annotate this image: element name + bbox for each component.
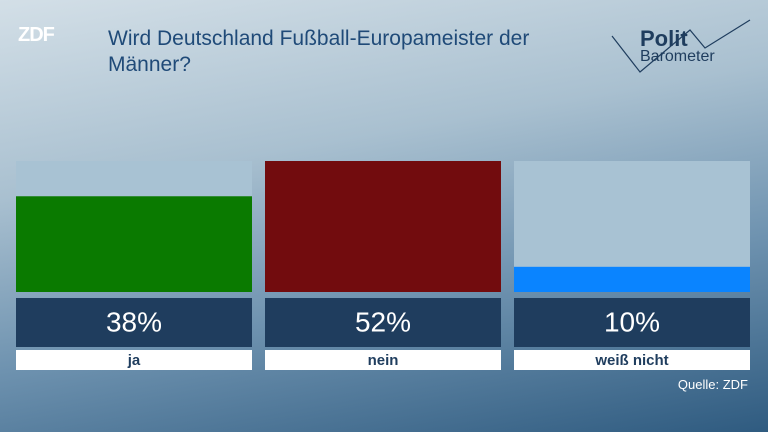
broadcaster-logo: ZDF: [18, 24, 55, 46]
value-box: [16, 298, 252, 347]
value-label: 38%: [106, 306, 162, 337]
category-label: nein: [368, 352, 399, 369]
category-label: weiß nicht: [594, 352, 668, 369]
logo-line: [611, 19, 751, 73]
source: Quelle: ZDF: [677, 377, 748, 392]
chart-title: Wird Deutschland Fußball-Europameister d…: [108, 27, 530, 76]
value-label: 10%: [604, 306, 660, 337]
value-box: [514, 298, 750, 347]
bar: [16, 196, 252, 292]
category-box: [16, 350, 252, 370]
value-label: 52%: [355, 306, 411, 337]
bar: [514, 266, 750, 292]
value-box: [265, 298, 501, 347]
category-box: [265, 350, 501, 370]
category-box: [514, 350, 750, 370]
logo-text: Barometer: [640, 48, 715, 65]
category-label: ja: [127, 352, 141, 369]
bar: [265, 161, 501, 292]
logo-text: Polit: [640, 26, 688, 51]
